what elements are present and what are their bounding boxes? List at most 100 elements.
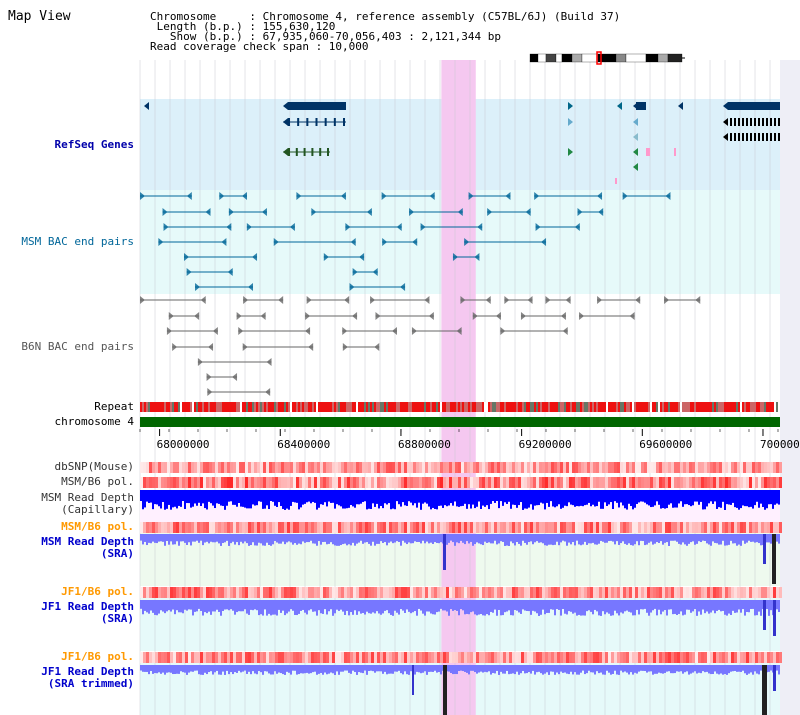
jf1-pol1-cell [500,587,503,598]
track-label-jf1-pol-1[interactable]: JF1/B6 pol. [61,585,134,598]
jf1-sra-depth-bar [306,600,308,615]
msm-capillary-depth-bar [348,490,350,508]
track-label-chromosome[interactable]: chromosome 4 [54,415,134,428]
msm-pol2-cell [665,522,668,533]
msm-capillary-depth-bar [204,490,206,509]
msm-capillary-depth-bar [394,490,396,510]
b6n-bac-pair-end [352,312,358,320]
jf1-trim-depth-bar [498,665,500,675]
repeat-segment [700,402,702,412]
repeat-segment [348,402,350,412]
track-label-jf1-depth-trimmed[interactable]: JF1 Read Depth (SRA trimmed) [41,665,134,690]
jf1-sra-depth-bar [416,600,418,616]
msm-sra-depth-bar [514,534,516,546]
msm-sra-depth-bar [462,534,464,543]
msm-pol-cell [191,477,194,488]
jf1-pol1-cell [776,587,779,598]
dbsnp-cell [392,462,395,473]
jf1-pol1-cell [314,587,317,598]
jf1-sra-depth-bar [572,600,574,614]
jf1-trim-depth-bar [254,665,256,674]
jf1-pol1-cell [272,587,275,598]
track-label-dbsnp[interactable]: dbSNP(Mouse) [54,460,134,473]
repeat-segment [776,402,778,412]
track-label-refseq[interactable]: RefSeq Genes [54,138,134,151]
track-label-msm-pol-2[interactable]: MSM/B6 pol. [61,520,134,533]
track-label-msm-bac[interactable]: MSM BAC end pairs [21,235,134,248]
track-label-b6n-bac[interactable]: B6N BAC end pairs [21,340,134,353]
repeat-segment [662,402,664,412]
jf1-pol1-cell [257,587,260,598]
msm-pol2-cell [725,522,728,533]
msm-pol2-cell [236,522,239,533]
msm-sra-depth-bar [508,534,510,546]
msm-capillary-depth-bar [476,490,478,507]
jf1-pol1-cell [674,587,677,598]
jf1-sra-depth-bar [656,600,658,616]
msm-sra-depth-bar [580,534,582,546]
track-label-jf1-depth-sra[interactable]: JF1 Read Depth (SRA) [41,600,134,625]
jf1-pol2-cell [446,652,449,663]
refseq-gene-block [636,102,646,110]
jf1-pol2-cell [605,652,608,663]
repeat-segment [438,402,440,412]
msm-pol-cell [575,477,578,488]
jf1-pol2-cell [650,652,653,663]
repeat-segment [524,402,526,412]
jf1-pol2-cell [692,652,695,663]
msm-pol-cell [443,477,446,488]
track-label-msm-pol-1[interactable]: MSM/B6 pol. [61,475,134,488]
track-label-jf1-pol-2[interactable]: JF1/B6 pol. [61,650,134,663]
track-label-msm-depth-capillary[interactable]: MSM Read Depth (Capillary) [41,491,134,516]
msm-capillary-depth-bar [524,490,526,509]
msm-pol-cell [203,477,206,488]
jf1-trim-depth-bar [190,665,192,672]
msm-capillary-depth-bar [548,490,550,507]
jf1-sra-depth-bar [406,600,408,610]
jf1-sra-depth-bar [240,600,242,612]
msm-pol-cell [509,477,512,488]
repeat-segment [376,402,378,412]
repeat-segment [356,402,358,412]
msm-capillary-depth-bar [238,490,240,503]
ideogram-band [615,53,627,63]
jf1-pol1-cell [476,587,479,598]
b6n-bac-pair-end [342,343,348,351]
msm-pol-cell [467,477,470,488]
track-label-repeat[interactable]: Repeat [94,400,134,413]
jf1-sra-depth-bar [544,600,546,615]
jf1-sra-depth-bar [176,600,178,611]
jf1-sra-depth-bar [226,600,228,610]
jf1-pol1-cell [485,587,488,598]
dbsnp-cell [749,462,752,473]
msm-pol-cell [254,477,257,488]
msm-capillary-depth-bar [426,490,428,504]
dbsnp-cell [161,462,164,473]
msm-pol-cell [287,477,290,488]
msm-sra-depth-bar [184,534,186,543]
msm-sra-depth-bar [600,534,602,541]
jf1-trim-depth-bar [566,665,568,674]
jf1-trim-depth-bar [524,665,526,674]
msm-capillary-depth-bar [562,490,564,508]
msm-capillary-depth-bar [620,490,622,503]
jf1-trim-depth-bar [262,665,264,675]
msm-sra-depth-bar [702,534,704,541]
jf1-pol1-cell [734,587,737,598]
msm-pol2-cell [776,522,779,533]
msm-pol2-cell [182,522,185,533]
jf1-sra-depth-bar [638,600,640,615]
jf1-trim-depth-bar [338,665,340,675]
repeat-segment [428,402,430,412]
jf1-pol2-cell [707,652,710,663]
msm-capillary-depth-bar [762,490,764,508]
msm-pol-cell [548,477,551,488]
msm-sra-depth-bar [140,534,142,541]
track-label-msm-depth-sra[interactable]: MSM Read Depth (SRA) [41,535,134,560]
dbsnp-cell [176,462,179,473]
msm-pol-cell [233,477,236,488]
msm-pol2-cell [683,522,686,533]
msm-sra-depth-bar [588,534,590,544]
jf1-trim-depth-bar [738,665,740,672]
